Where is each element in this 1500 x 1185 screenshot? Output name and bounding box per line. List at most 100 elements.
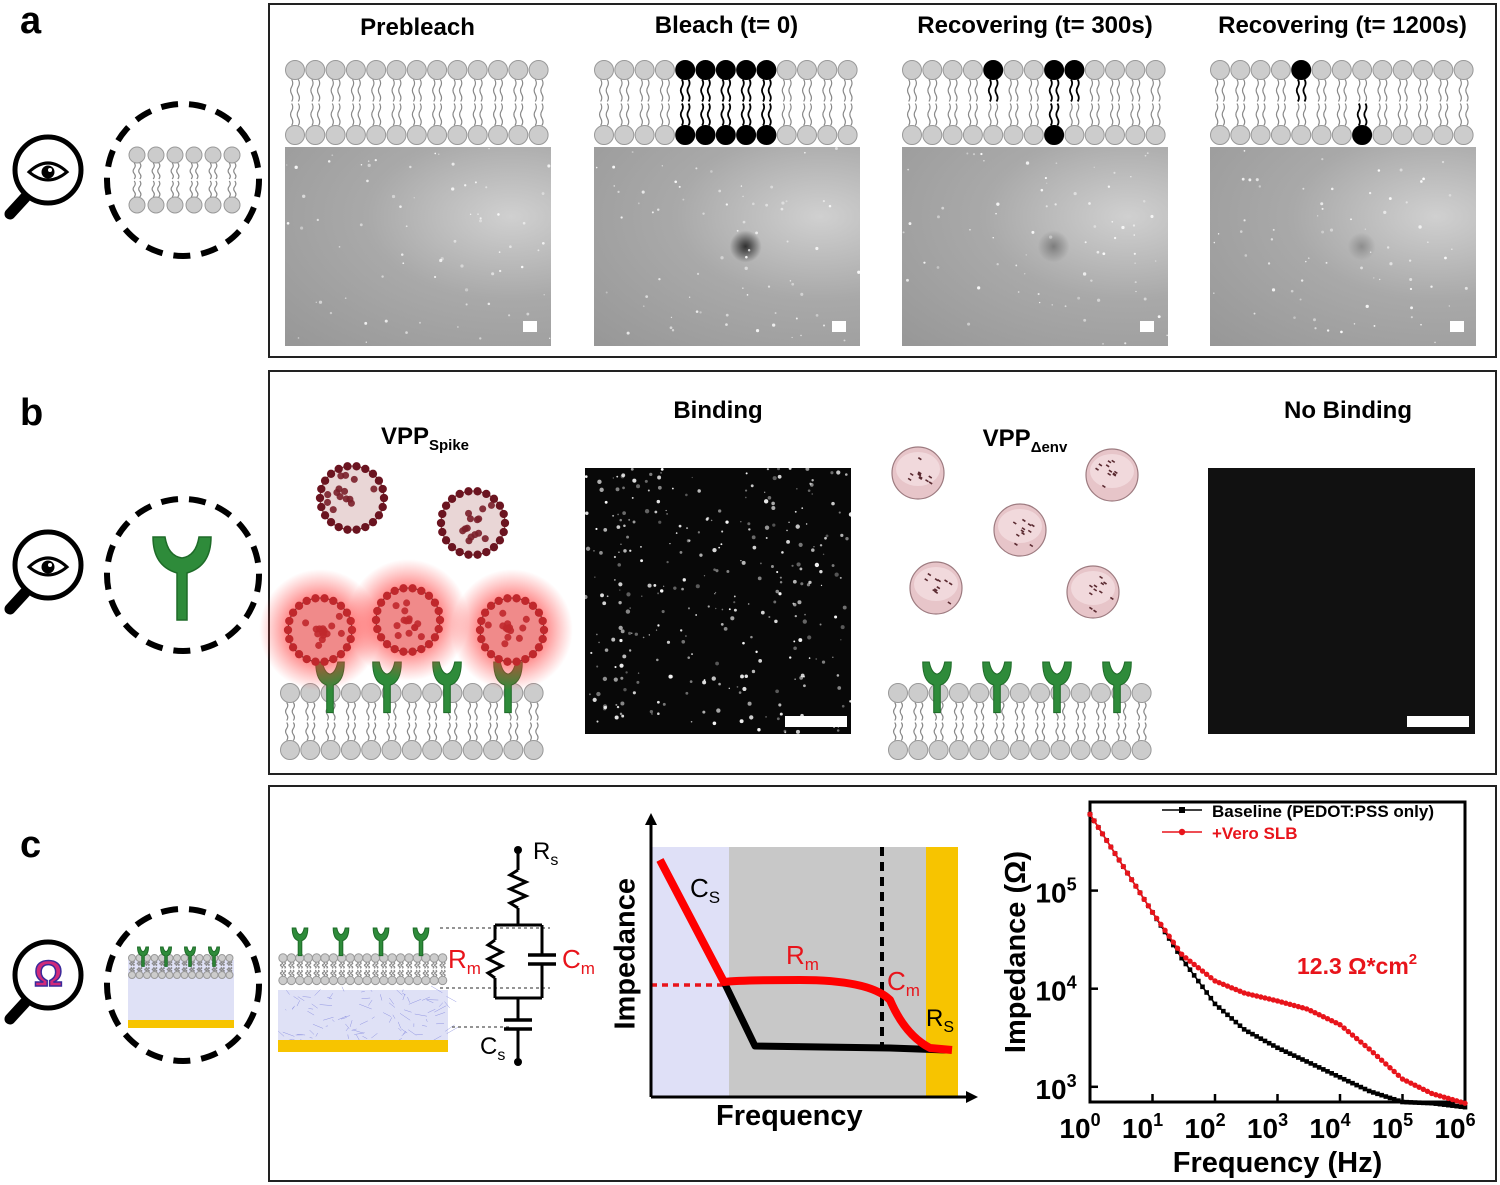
data-point [1174, 945, 1181, 951]
data-point [1375, 1091, 1380, 1097]
x-tick-label: 104 [1309, 1110, 1350, 1144]
data-point [1254, 1034, 1259, 1039]
data-point [1179, 955, 1184, 961]
data-point [1295, 1003, 1302, 1010]
x-tick-label: 103 [1247, 1110, 1288, 1144]
data-point [1204, 990, 1209, 995]
data-point [1362, 1042, 1368, 1049]
data-point [1095, 824, 1102, 831]
cs-main: C [480, 1033, 498, 1060]
schem-cm-main: C [887, 966, 906, 996]
data-point [1178, 951, 1185, 957]
data-point [1321, 1067, 1326, 1072]
prebleach-title: Prebleach [360, 14, 475, 41]
circuit-cm-label: Cm [562, 944, 595, 979]
data-point [1266, 996, 1272, 1002]
data-point [1149, 909, 1156, 916]
scale-bar [832, 321, 846, 332]
vpp-env-main: VPP [982, 425, 1031, 452]
data-point [1262, 995, 1268, 1001]
data-point [1454, 1103, 1459, 1109]
data-point [1370, 1049, 1377, 1056]
data-point [1450, 1103, 1455, 1108]
data-point [1304, 1059, 1309, 1064]
vpp-env-sub: Δenv [1030, 438, 1068, 456]
data-point [1354, 1082, 1359, 1088]
data-point [1320, 1014, 1327, 1020]
schematic-rs-label: RS [926, 1005, 954, 1037]
bleach-title: Bleach (t= 0) [654, 12, 799, 39]
cm-main: C [562, 944, 581, 974]
data-point [1404, 1099, 1409, 1105]
data-point [1445, 1095, 1452, 1102]
bilayer-bleach [594, 60, 858, 145]
data-point [1353, 1035, 1360, 1042]
data-point [1128, 876, 1135, 883]
magnifier-eye-icon [4, 134, 84, 220]
data-point [1346, 1078, 1351, 1084]
data-point [1133, 883, 1139, 889]
data-point [1300, 1057, 1305, 1062]
data-point [1262, 1038, 1268, 1044]
data-point [1462, 1100, 1468, 1106]
data-point [1303, 1006, 1310, 1012]
data-point [1116, 857, 1122, 863]
data-point [1191, 961, 1197, 968]
data-point [1245, 991, 1252, 997]
data-point [1396, 1098, 1401, 1103]
data-point [1200, 984, 1205, 990]
frap-image-recovering-300s [902, 147, 1168, 346]
data-point [1170, 939, 1177, 945]
annotation-label: 12.3 Ω*cm2 [1297, 951, 1417, 979]
data-point [1183, 961, 1189, 967]
data-point [1258, 1036, 1264, 1041]
data-point [1246, 1029, 1251, 1035]
data-point [1120, 863, 1127, 870]
data-point [1258, 994, 1264, 1000]
vpp-env-illustration [888, 446, 1152, 760]
y-tick-label: 105 [1035, 875, 1076, 909]
data-point [1408, 1100, 1414, 1105]
magnifier-eye-icon [4, 529, 84, 615]
frap-speckles-300s [902, 152, 1168, 345]
data-point [1441, 1102, 1447, 1107]
data-point [1387, 1065, 1393, 1071]
data-point [1374, 1053, 1381, 1060]
data-point [1325, 1069, 1330, 1074]
data-point [1241, 1027, 1247, 1032]
panel-letter-c: c [20, 824, 42, 866]
data-point [1191, 973, 1197, 978]
data-point [1237, 1023, 1243, 1029]
data-point [1271, 1043, 1276, 1048]
recovering-300s-title: Recovering (t= 300s) [917, 12, 1153, 39]
data-point [1453, 1098, 1460, 1104]
scale-bar [1450, 321, 1464, 332]
schem-rs-sub: S [943, 1018, 955, 1036]
data-point [1237, 988, 1243, 994]
schematic-cm-label: Cm [887, 966, 920, 1001]
data-point [1383, 1094, 1389, 1099]
data-point [1203, 971, 1210, 978]
data-point [1437, 1101, 1443, 1107]
schem-rm-sub: m [804, 955, 819, 975]
no-binding-fluorescence-image [1208, 468, 1475, 734]
data-point [1216, 979, 1222, 986]
binding-title: Binding [673, 397, 763, 424]
data-point [1171, 942, 1176, 948]
rm-main: R [448, 944, 467, 974]
data-point [1229, 1016, 1234, 1021]
scale-bar [1407, 716, 1469, 727]
data-point [1383, 1061, 1389, 1067]
scale-bar [1140, 321, 1154, 332]
data-point [1253, 993, 1260, 999]
data-point [1199, 968, 1206, 974]
schem-cs-main: C [690, 873, 709, 903]
data-point [1233, 986, 1239, 993]
no-binding-title: No Binding [1284, 397, 1412, 424]
data-point [1220, 981, 1227, 988]
binding-fluorescence-image [585, 468, 851, 734]
data-point [1337, 1021, 1343, 1028]
data-point [1212, 978, 1218, 984]
data-point [1441, 1094, 1447, 1100]
data-point [1187, 958, 1193, 964]
